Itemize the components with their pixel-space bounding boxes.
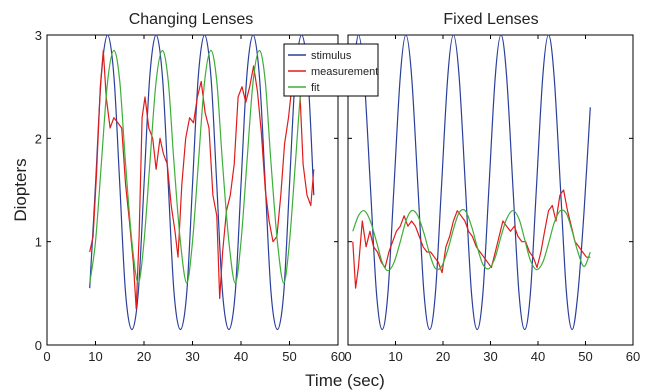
y-tick-label: 1 — [35, 235, 42, 250]
series-line-fit — [352, 208, 591, 272]
x-tick-label: 0 — [344, 349, 351, 364]
x-tick-label: 0 — [43, 349, 50, 364]
panel-fixed-lenses: 0 10 20 30 40 50 60 — [344, 34, 640, 364]
series-line-measurement — [352, 189, 591, 289]
x-tick-label: 10 — [88, 349, 102, 364]
x-tick-label: 20 — [137, 349, 151, 364]
panel-changing-lenses: 0 10 20 30 40 50 60 0 1 2 3 — [35, 28, 345, 364]
plot-frame — [347, 34, 634, 346]
x-tick-label: 10 — [388, 349, 402, 364]
y-tick-label: 2 — [35, 131, 42, 146]
legend: stimulus measurement fit — [283, 43, 379, 97]
x-tick-label: 50 — [578, 349, 592, 364]
x-tick-label: 50 — [282, 349, 296, 364]
y-tick-label: 0 — [35, 338, 42, 353]
panel-title-changing-lenses: Changing Lenses — [129, 11, 254, 28]
y-axis-label: Diopters — [11, 158, 30, 221]
panel-title-fixed-lenses: Fixed Lenses — [443, 11, 538, 28]
legend-label-stimulus: stimulus — [311, 50, 352, 62]
x-tick-label: 30 — [483, 349, 497, 364]
x-tick-label: 40 — [234, 349, 248, 364]
x-tick-label: 30 — [185, 349, 199, 364]
x-tick-label: 60 — [626, 349, 640, 364]
series-line-fit — [89, 49, 315, 284]
y-tick-label: 3 — [35, 28, 42, 43]
legend-label-fit: fit — [311, 82, 320, 94]
series-line-stimulus — [89, 34, 315, 331]
series-line-stimulus — [352, 34, 591, 331]
x-axis-label: Time (sec) — [305, 371, 385, 390]
x-tick-label: 40 — [531, 349, 545, 364]
legend-label-measurement: measurement — [311, 66, 378, 78]
series-line-measurement — [89, 44, 315, 310]
x-tick-label: 60 — [331, 349, 345, 364]
x-tick-label: 20 — [436, 349, 450, 364]
